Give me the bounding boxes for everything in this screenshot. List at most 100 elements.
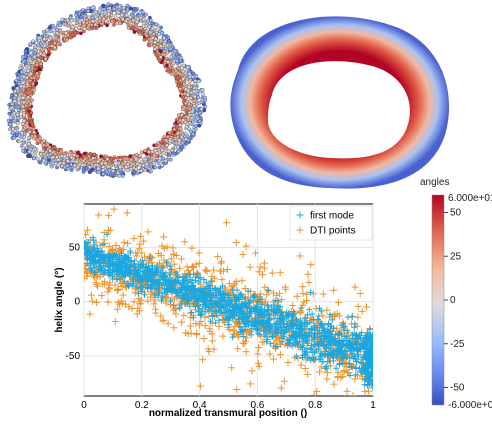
- ring-point: [30, 98, 35, 103]
- first-mode-marker: [195, 275, 202, 282]
- y-axis-ticks: 500-50: [66, 242, 81, 361]
- ring-point: [143, 148, 148, 153]
- dti-point-marker: [140, 237, 148, 245]
- dti-point-marker: [152, 309, 160, 317]
- ring-point: [86, 25, 90, 30]
- ring-point: [100, 13, 104, 18]
- ring-point: [98, 8, 102, 13]
- dti-point-marker: [88, 297, 96, 305]
- dti-point-marker: [188, 244, 196, 252]
- ring-point: [120, 174, 125, 178]
- ring-point: [137, 154, 142, 158]
- ring-point: [76, 150, 80, 155]
- ring-point: [181, 107, 185, 112]
- dti-point-marker: [255, 268, 263, 276]
- ring-point: [92, 25, 97, 30]
- ring-point: [179, 56, 184, 60]
- ring-point: [77, 25, 82, 30]
- dti-point-marker: [217, 259, 225, 267]
- first-mode-marker: [236, 320, 243, 327]
- dti-point-marker: [284, 358, 292, 366]
- dti-point-marker: [84, 231, 90, 239]
- ring-point: [17, 72, 22, 77]
- ring-point: [79, 31, 83, 36]
- ring-point: [35, 71, 40, 76]
- ring-point: [203, 95, 207, 100]
- dti-point-marker: [266, 350, 274, 358]
- ring-point: [167, 69, 172, 74]
- dti-point-marker: [133, 310, 141, 318]
- dti-point-marker: [214, 253, 222, 261]
- ring-point: [91, 159, 96, 164]
- ring-point: [21, 121, 25, 126]
- ring-point: [158, 48, 162, 53]
- ring-point: [197, 123, 202, 128]
- dti-point-marker: [150, 300, 158, 308]
- ring-point: [176, 80, 181, 84]
- ring-point: [177, 138, 182, 143]
- dti-point-marker: [84, 272, 91, 280]
- ring-point: [128, 6, 133, 11]
- dti-point-marker: [86, 242, 94, 250]
- ring-point: [65, 23, 70, 28]
- ring-point: [177, 66, 182, 71]
- ring-point: [193, 127, 198, 132]
- dti-point-marker: [246, 263, 254, 271]
- ring-point: [90, 167, 95, 172]
- ring-point: [47, 47, 52, 51]
- dti-point-marker: [160, 233, 168, 241]
- dti-point-marker: [219, 332, 227, 340]
- ring-point: [145, 162, 149, 167]
- dti-point-marker: [130, 235, 138, 243]
- dti-point-marker: [144, 228, 152, 236]
- ring-point: [174, 125, 179, 129]
- ring-point: [11, 130, 15, 135]
- dti-point-marker: [304, 370, 312, 378]
- first-mode-marker: [197, 274, 204, 281]
- dti-point-marker: [132, 252, 140, 260]
- ring-point: [46, 52, 51, 57]
- ring-point: [19, 92, 24, 96]
- dti-point-marker: [113, 287, 121, 295]
- ring-point: [25, 121, 29, 126]
- ring-point: [124, 156, 129, 161]
- ring-point: [118, 165, 123, 170]
- dti-point-marker: [135, 245, 143, 253]
- dti-point-marker: [268, 269, 276, 277]
- ring-point: [17, 81, 22, 86]
- dti-point-marker: [222, 219, 230, 227]
- ring-point: [199, 107, 204, 111]
- ring-point: [172, 67, 177, 72]
- ring-point: [196, 79, 201, 84]
- ring-point: [62, 154, 67, 159]
- ring-point: [75, 17, 80, 22]
- ring-point: [176, 70, 180, 75]
- ring-point: [66, 158, 70, 163]
- ring-point: [19, 135, 24, 139]
- first-mode-marker: [217, 285, 224, 292]
- dti-point-marker: [197, 318, 205, 326]
- ring-point: [198, 116, 203, 120]
- dti-point-marker: [167, 255, 175, 263]
- ring-point: [105, 157, 110, 162]
- ring-point: [139, 169, 144, 173]
- ring-point: [171, 61, 176, 66]
- ring-point: [160, 163, 165, 167]
- ring-point: [190, 116, 194, 120]
- ring-point: [106, 164, 111, 169]
- ring-point: [51, 155, 56, 160]
- ring-point: [73, 31, 78, 36]
- ring-point: [191, 132, 195, 136]
- x-tick-label: 0: [81, 400, 87, 411]
- ring-point: [107, 6, 112, 11]
- ring-point: [74, 159, 79, 164]
- first-mode-marker: [352, 371, 359, 378]
- ring-point: [23, 49, 28, 54]
- ring-point: [162, 42, 167, 46]
- ring-point: [66, 166, 70, 171]
- ring-point: [13, 89, 18, 94]
- ring-point: [12, 99, 17, 104]
- dti-point-marker: [119, 291, 127, 299]
- ring-point: [176, 145, 180, 150]
